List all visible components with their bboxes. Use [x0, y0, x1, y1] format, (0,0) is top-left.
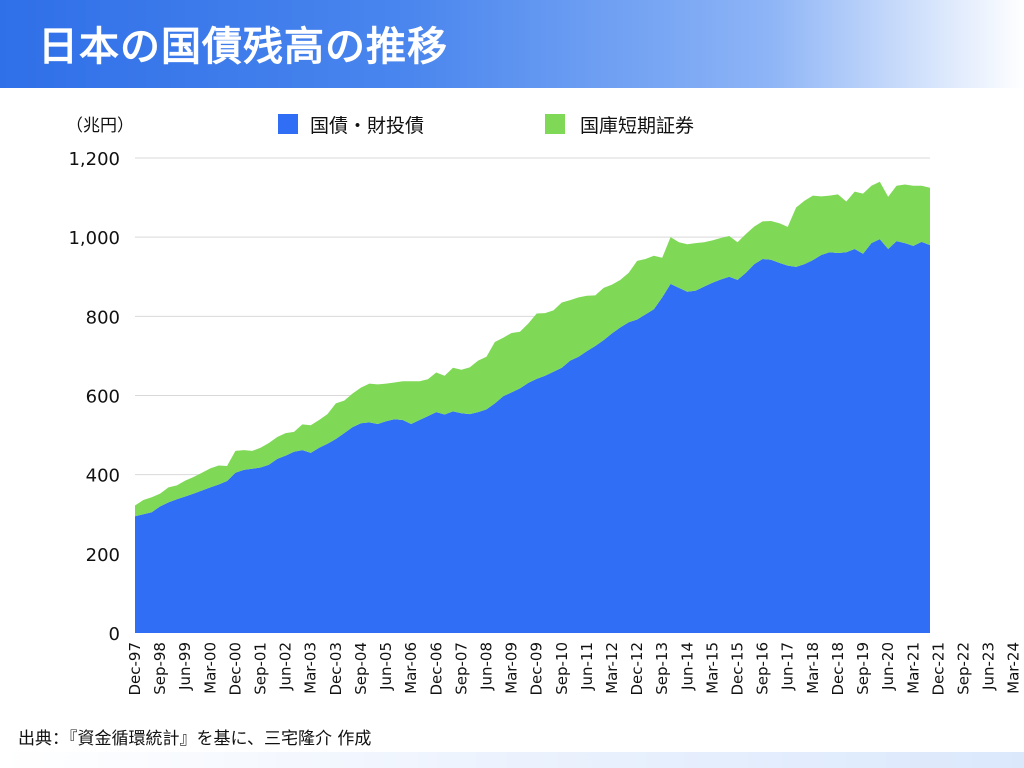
- source-note: 出典：『資金循環統計』を基に、三宅隆介 作成: [18, 729, 372, 749]
- legend: 国債・財投債 国庫短期証券: [278, 114, 694, 137]
- x-tick-label: Sep-10: [553, 642, 571, 695]
- legend-label-tbill: 国庫短期証券: [580, 115, 694, 137]
- x-tick-label: Mar-24: [1005, 642, 1023, 694]
- y-tick-label: 800: [86, 307, 120, 328]
- y-axis-label: （兆円）: [66, 116, 134, 136]
- area-tbill: [135, 181, 930, 517]
- x-tick-label: Mar-15: [703, 642, 721, 694]
- x-tick-label: Jun-14: [678, 642, 696, 691]
- y-tick-label: 600: [86, 387, 120, 408]
- x-tick-label: Dec-06: [427, 642, 445, 696]
- x-tick-label: Mar-00: [201, 642, 219, 694]
- x-tick-label: Dec-15: [729, 642, 747, 696]
- bottom-decoration: [0, 752, 1024, 768]
- area-jgb: [135, 239, 930, 633]
- x-tick-label: Jun-23: [980, 642, 998, 691]
- x-tick-label: Jun-02: [277, 642, 295, 691]
- y-tick-label: 1,200: [68, 149, 120, 170]
- x-tick-label: Mar-06: [402, 642, 420, 694]
- x-tick-label: Dec-00: [226, 642, 244, 696]
- x-tick-label: Mar-09: [503, 642, 521, 694]
- legend-label-jgb: 国債・財投債: [310, 115, 424, 137]
- x-tick-label: Jun-17: [779, 642, 797, 691]
- y-tick-label: 0: [109, 624, 120, 645]
- x-tick-label: Mar-18: [804, 642, 822, 694]
- x-tick-label: Mar-03: [302, 642, 320, 694]
- x-tick-label: Dec-12: [628, 642, 646, 696]
- x-axis-ticks: Dec-97 Sep-98 Jun-99 Mar-00 Dec-00 Sep-01 Jun-…: [126, 642, 1023, 696]
- x-tick-label: Sep-22: [954, 642, 972, 695]
- x-tick-label: Jun-08: [477, 642, 495, 691]
- x-tick-label: Sep-13: [653, 642, 671, 695]
- x-tick-label: Sep-16: [754, 642, 772, 695]
- x-tick-label: Jun-05: [377, 642, 395, 691]
- x-tick-label: Dec-97: [126, 642, 144, 696]
- x-tick-label: Jun-20: [879, 642, 897, 691]
- x-tick-label: Sep-19: [854, 642, 872, 695]
- x-tick-label: Dec-18: [829, 642, 847, 696]
- y-axis-ticks: 0 200 400 600 800 1,000 1,200: [68, 149, 120, 645]
- x-tick-label: Dec-03: [327, 642, 345, 696]
- title-bar: 日本の国債残高の推移: [0, 0, 1024, 88]
- y-tick-label: 200: [86, 545, 120, 566]
- y-tick-label: 400: [86, 466, 120, 487]
- legend-swatch-jgb: [278, 114, 298, 134]
- legend-swatch-tbill: [545, 114, 565, 134]
- x-tick-label: Jun-11: [578, 642, 596, 691]
- x-tick-label: Sep-01: [252, 642, 270, 695]
- x-tick-label: Sep-07: [452, 642, 470, 695]
- x-tick-label: Jun-99: [176, 642, 194, 691]
- x-tick-label: Sep-04: [352, 642, 370, 695]
- x-tick-label: Dec-09: [528, 642, 546, 696]
- y-tick-label: 1,000: [68, 228, 120, 249]
- x-tick-label: Sep-98: [151, 642, 169, 695]
- area-series: [135, 181, 930, 633]
- page-title: 日本の国債残高の推移: [38, 24, 448, 70]
- x-tick-label: Mar-12: [603, 642, 621, 694]
- x-tick-label: Dec-21: [929, 642, 947, 696]
- x-tick-label: Mar-21: [904, 642, 922, 694]
